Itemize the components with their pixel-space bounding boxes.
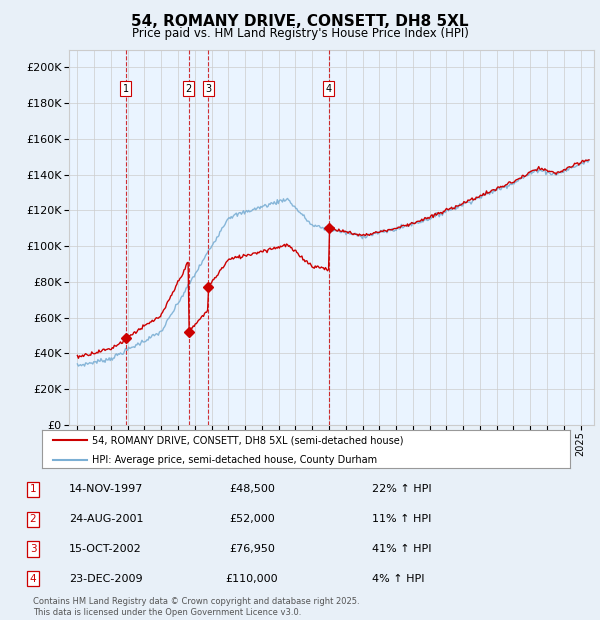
Text: £110,000: £110,000 [226,574,278,583]
Text: 3: 3 [205,84,211,94]
Text: 2: 2 [185,84,192,94]
Text: Price paid vs. HM Land Registry's House Price Index (HPI): Price paid vs. HM Land Registry's House … [131,27,469,40]
Text: 41% ↑ HPI: 41% ↑ HPI [372,544,431,554]
Text: 14-NOV-1997: 14-NOV-1997 [69,484,143,494]
Text: 4: 4 [326,84,332,94]
Text: £48,500: £48,500 [229,484,275,494]
Bar [125,50,189,425]
Text: 1: 1 [29,484,37,494]
Text: 11% ↑ HPI: 11% ↑ HPI [372,514,431,524]
Bar [329,50,594,425]
Text: 3: 3 [29,544,37,554]
Text: 23-DEC-2009: 23-DEC-2009 [69,574,143,583]
Text: 54, ROMANY DRIVE, CONSETT, DH8 5XL: 54, ROMANY DRIVE, CONSETT, DH8 5XL [131,14,469,29]
Text: 54, ROMANY DRIVE, CONSETT, DH8 5XL (semi-detached house): 54, ROMANY DRIVE, CONSETT, DH8 5XL (semi… [92,435,404,445]
Text: 15-OCT-2002: 15-OCT-2002 [69,544,142,554]
Text: 1: 1 [122,84,128,94]
Bar [208,50,329,425]
Text: £76,950: £76,950 [229,544,275,554]
Text: 22% ↑ HPI: 22% ↑ HPI [372,484,431,494]
Text: 2: 2 [29,514,37,524]
Text: 4: 4 [29,574,37,583]
Bar [189,50,208,425]
Text: Contains HM Land Registry data © Crown copyright and database right 2025.
This d: Contains HM Land Registry data © Crown c… [33,598,359,617]
Bar [69,50,125,425]
Text: 4% ↑ HPI: 4% ↑ HPI [372,574,425,583]
Text: HPI: Average price, semi-detached house, County Durham: HPI: Average price, semi-detached house,… [92,454,377,464]
Text: £52,000: £52,000 [229,514,275,524]
Text: 24-AUG-2001: 24-AUG-2001 [69,514,143,524]
